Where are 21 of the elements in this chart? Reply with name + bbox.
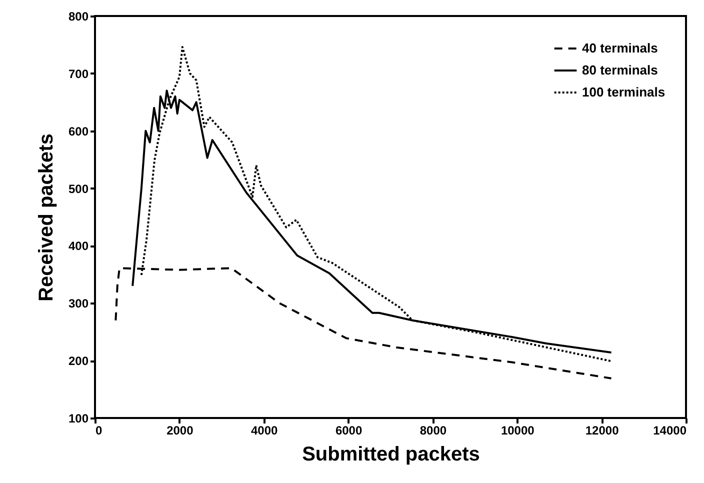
x-tick-label: 0 bbox=[96, 424, 102, 438]
x-tick-label: 14000 bbox=[653, 424, 687, 438]
y-tick-label: 700 bbox=[68, 66, 89, 81]
y-tick-label: 600 bbox=[68, 124, 89, 138]
y-tick-label: 200 bbox=[68, 354, 89, 368]
y-tick-label: 500 bbox=[68, 182, 89, 196]
legend-label: 40 terminals bbox=[582, 40, 658, 56]
legend-label: 80 terminals bbox=[582, 62, 658, 78]
x-tick-label: 4000 bbox=[251, 424, 278, 438]
x-tick-label: 6000 bbox=[335, 424, 362, 438]
x-tick-label: 8000 bbox=[420, 424, 447, 438]
x-tick-label: 2000 bbox=[166, 424, 194, 438]
y-tick-label: 100 bbox=[68, 412, 89, 426]
x-axis-title: Submitted packets bbox=[302, 444, 480, 466]
x-tick-label: 10000 bbox=[500, 424, 535, 438]
y-axis-title: Received packets bbox=[35, 134, 58, 302]
y-tick-label: 400 bbox=[68, 239, 89, 254]
legend-label: 100 terminals bbox=[582, 84, 666, 100]
y-tick-label: 300 bbox=[68, 296, 89, 311]
y-tick-label: 800 bbox=[68, 10, 89, 24]
x-tick-label: 12000 bbox=[585, 424, 620, 438]
